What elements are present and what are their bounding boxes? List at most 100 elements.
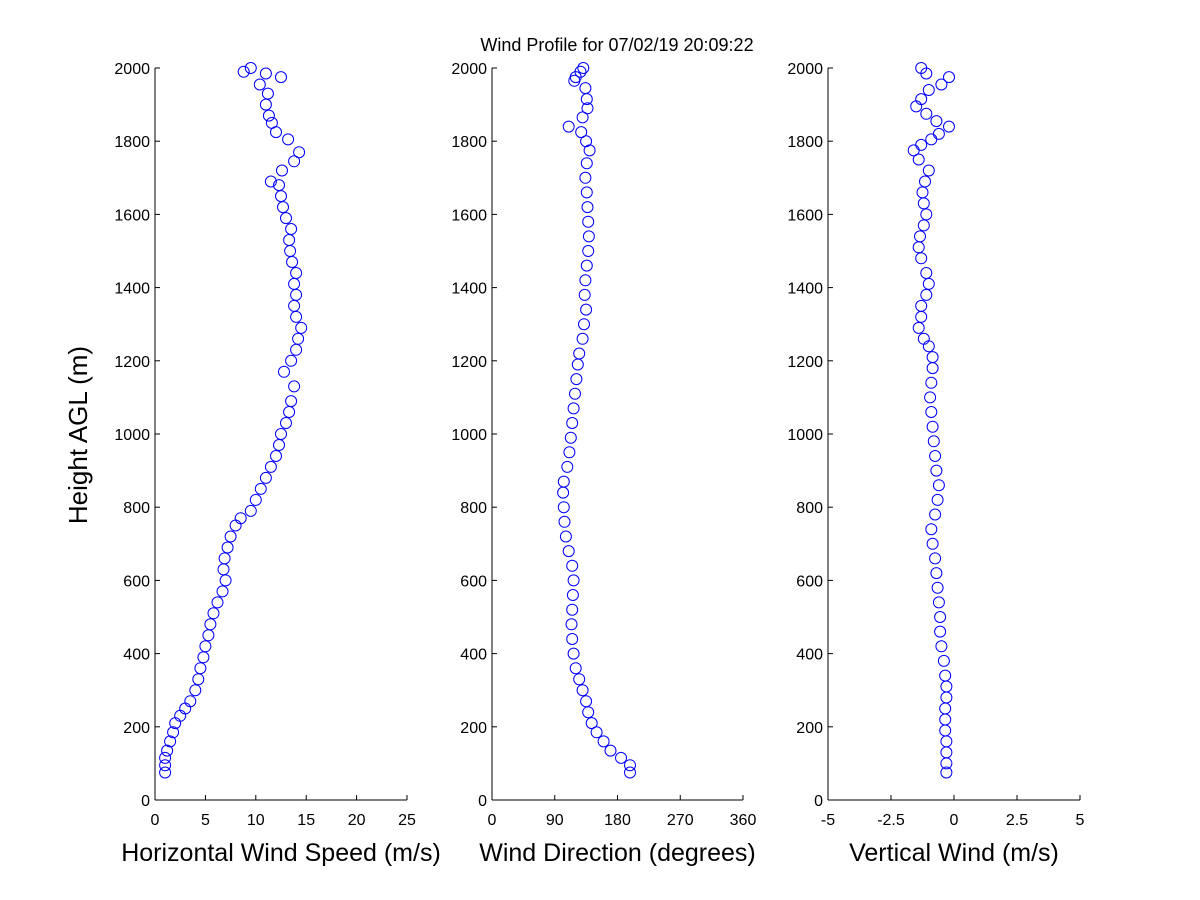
data-point — [930, 115, 943, 128]
y-tick-label: 2000 — [787, 61, 823, 78]
data-point — [929, 450, 942, 462]
data-point — [264, 460, 277, 473]
data-point — [270, 450, 282, 462]
data-point — [264, 175, 277, 188]
data-point — [290, 343, 303, 356]
data-point — [194, 662, 207, 675]
data-point — [563, 446, 576, 459]
data-point — [582, 706, 595, 719]
y-tick-label: 1800 — [114, 134, 150, 151]
y-tick-label: 400 — [123, 647, 150, 664]
data-point — [917, 332, 930, 345]
data-point — [566, 559, 579, 572]
data-point — [915, 93, 928, 106]
data-point — [219, 574, 232, 587]
data-point — [557, 501, 570, 514]
y-tick-label: 800 — [796, 500, 823, 517]
x-axis-label: Vertical Wind (m/s) — [849, 839, 1059, 867]
data-point — [567, 647, 580, 660]
y-tick-label: 2000 — [114, 61, 150, 78]
data-point — [218, 552, 231, 565]
data-point — [261, 87, 274, 100]
y-tick-label: 200 — [123, 720, 150, 737]
data-point — [573, 347, 586, 360]
data-point — [924, 391, 937, 404]
data-point — [934, 625, 947, 638]
data-point — [917, 219, 930, 232]
data-point — [202, 629, 215, 642]
data-point — [288, 380, 301, 393]
data-point — [237, 65, 250, 78]
y-tick-label: 1000 — [451, 427, 487, 444]
x-tick-label: 0 — [488, 812, 497, 829]
data-point — [561, 460, 574, 473]
data-point — [282, 133, 295, 146]
x-tick-label: 360 — [730, 812, 757, 829]
y-tick-label: 1600 — [451, 207, 487, 224]
data-point — [574, 65, 587, 78]
y-tick-label: 1800 — [787, 134, 823, 151]
data-point — [159, 766, 172, 779]
x-tick-label: 15 — [297, 812, 315, 829]
data-point — [922, 277, 935, 290]
x-axis-label: Wind Direction (degrees) — [479, 839, 756, 867]
data-point — [915, 138, 928, 151]
data-point — [917, 197, 930, 210]
data-point — [567, 574, 580, 587]
data-point — [576, 684, 589, 697]
data-point — [624, 759, 636, 772]
data-point — [562, 120, 575, 133]
data-point — [273, 439, 285, 451]
data-point — [189, 684, 202, 697]
data-point — [280, 417, 292, 429]
data-point — [569, 387, 581, 400]
data-point — [566, 633, 579, 645]
data-point — [920, 208, 933, 221]
data-point — [922, 340, 935, 353]
shared-y-axis-label: Height AGL (m) — [63, 346, 93, 524]
y-tick-label: 1800 — [451, 134, 487, 151]
data-point — [579, 82, 592, 95]
data-point — [624, 766, 636, 779]
data-point — [254, 482, 267, 495]
data-point — [935, 640, 948, 653]
data-point — [280, 212, 292, 225]
data-point — [204, 618, 217, 631]
data-point — [912, 321, 925, 334]
data-point — [580, 157, 593, 170]
data-point — [288, 155, 301, 168]
chart-panel-3: 0 200 400 600 800 1000 1200 1400 1600 1800 2000 -5 -… — [787, 61, 1084, 867]
data-point — [582, 245, 595, 257]
chart-panel-2: 0 200 400 600 800 1000 1200 1400 1600 1800 2000 0 90… — [451, 61, 756, 867]
data-point — [930, 464, 943, 477]
data-point — [939, 702, 952, 715]
data-point — [565, 618, 578, 631]
y-tick-label: 600 — [460, 573, 487, 590]
y-tick-label: 1400 — [451, 281, 487, 298]
data-point — [285, 354, 298, 367]
data-point — [920, 267, 933, 279]
data-point — [192, 673, 205, 686]
data-point — [224, 530, 237, 543]
data-point — [922, 84, 935, 96]
data-point — [926, 362, 939, 375]
data-point — [934, 611, 947, 623]
data-point — [285, 223, 298, 235]
data-point — [286, 256, 299, 268]
data-point — [244, 504, 257, 517]
x-tick-label: -5 — [821, 812, 835, 829]
data-point — [932, 596, 945, 609]
data-point — [216, 585, 229, 598]
data-point — [915, 310, 928, 323]
data-point — [578, 318, 590, 331]
data-point — [577, 62, 590, 74]
y-tick-label: 400 — [460, 647, 487, 664]
data-point — [564, 431, 577, 444]
y-tick-label: 0 — [814, 793, 823, 810]
data-point — [559, 530, 572, 543]
data-point — [290, 267, 303, 279]
data-point — [914, 230, 926, 243]
data-point — [939, 713, 952, 726]
data-point — [580, 259, 593, 272]
